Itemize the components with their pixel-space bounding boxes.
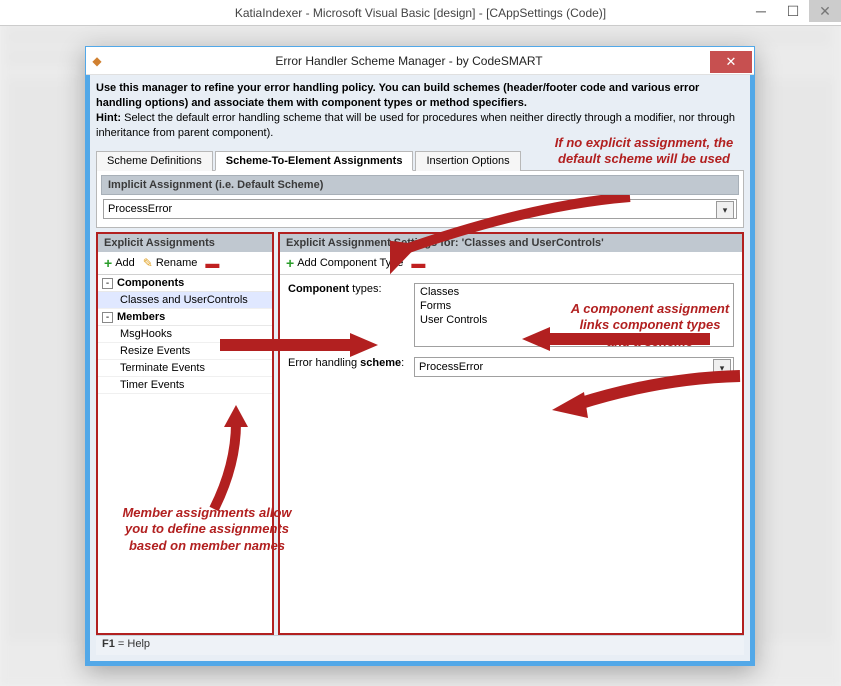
default-scheme-value: ProcessError: [108, 203, 172, 215]
assignments-tree: -Components Classes and UserControls -Me…: [98, 275, 272, 633]
add-button[interactable]: +Add: [104, 255, 135, 271]
dialog-icon: ◆: [86, 54, 108, 68]
minus-icon: ▬: [411, 255, 425, 271]
maximize-button[interactable]: ☐: [777, 0, 809, 22]
parent-titlebar: KatiaIndexer - Microsoft Visual Basic [d…: [0, 0, 841, 26]
scheme-value: ProcessError: [419, 361, 483, 373]
plus-icon: +: [286, 255, 294, 271]
explicit-area: Explicit Assignments +Add ✎Rename ▬ -Com…: [96, 232, 744, 635]
remove-component-type-button[interactable]: ▬: [411, 255, 425, 271]
parent-window-controls: ─ ☐ ✕: [745, 0, 841, 22]
explicit-header: Explicit Assignments: [98, 234, 272, 252]
component-types-listbox[interactable]: Classes Forms User Controls: [414, 283, 734, 347]
scheme-row: Error handling scheme: ProcessError: [288, 357, 734, 377]
implicit-header: Implicit Assignment (i.e. Default Scheme…: [101, 175, 739, 195]
tree-item-classes-usercontrols[interactable]: Classes and UserControls: [98, 292, 272, 309]
explicit-assignments-panel: Explicit Assignments +Add ✎Rename ▬ -Com…: [96, 232, 274, 635]
close-button[interactable]: ✕: [809, 0, 841, 22]
scheme-label: Error handling scheme:: [288, 357, 414, 369]
pencil-icon: ✎: [143, 256, 153, 270]
dialog-close-button[interactable]: ✕: [710, 51, 752, 73]
status-text: = Help: [115, 638, 150, 650]
members-group[interactable]: -Members: [98, 309, 272, 326]
status-key: F1: [102, 638, 115, 650]
component-types-label: Component types:: [288, 283, 414, 295]
right-toolbar: +Add Component Type ▬: [280, 252, 742, 275]
tab-insertion-options[interactable]: Insertion Options: [415, 151, 520, 171]
tab-strip: Scheme Definitions Scheme-To-Element Ass…: [96, 150, 744, 171]
minimize-button[interactable]: ─: [745, 0, 777, 22]
parent-title: KatiaIndexer - Microsoft Visual Basic [d…: [235, 6, 606, 20]
tree-item-msghooks[interactable]: MsgHooks: [98, 326, 272, 343]
scheme-dropdown[interactable]: ProcessError: [414, 357, 734, 377]
rename-button[interactable]: ✎Rename: [143, 256, 198, 270]
tab-scheme-to-element[interactable]: Scheme-To-Element Assignments: [215, 151, 414, 171]
remove-button[interactable]: ▬: [205, 255, 219, 271]
dialog-title: Error Handler Scheme Manager - by CodeSM…: [108, 54, 710, 68]
explicit-settings-panel: Explicit Assignment Settings for: 'Class…: [278, 232, 744, 635]
tree-item-timer[interactable]: Timer Events: [98, 377, 272, 394]
settings-header: Explicit Assignment Settings for: 'Class…: [280, 234, 742, 252]
dialog-titlebar: ◆ Error Handler Scheme Manager - by Code…: [86, 47, 754, 75]
hint-label: Hint:: [96, 112, 121, 124]
hint-text: Select the default error handling scheme…: [96, 112, 735, 139]
settings-body: Component types: Classes Forms User Cont…: [280, 275, 742, 395]
minus-icon: ▬: [205, 255, 219, 271]
status-bar: F1 = Help: [96, 635, 744, 655]
add-component-type-button[interactable]: +Add Component Type: [286, 255, 403, 271]
list-item[interactable]: User Controls: [416, 313, 732, 327]
component-types-row: Component types: Classes Forms User Cont…: [288, 283, 734, 347]
tree-item-terminate[interactable]: Terminate Events: [98, 360, 272, 377]
implicit-panel: Implicit Assignment (i.e. Default Scheme…: [96, 171, 744, 228]
list-item[interactable]: Forms: [416, 299, 732, 313]
scheme-manager-dialog: ◆ Error Handler Scheme Manager - by Code…: [85, 46, 755, 666]
tree-item-resize[interactable]: Resize Events: [98, 343, 272, 360]
dialog-body: Use this manager to refine your error ha…: [86, 75, 754, 665]
left-toolbar: +Add ✎Rename ▬: [98, 252, 272, 275]
tab-scheme-definitions[interactable]: Scheme Definitions: [96, 151, 213, 171]
intro-text: Use this manager to refine your error ha…: [96, 81, 744, 140]
collapse-icon[interactable]: -: [102, 312, 113, 323]
intro-bold: Use this manager to refine your error ha…: [96, 82, 699, 109]
default-scheme-dropdown[interactable]: ProcessError: [103, 199, 737, 219]
list-item[interactable]: Classes: [416, 285, 732, 299]
components-group[interactable]: -Components: [98, 275, 272, 292]
collapse-icon[interactable]: -: [102, 278, 113, 289]
plus-icon: +: [104, 255, 112, 271]
